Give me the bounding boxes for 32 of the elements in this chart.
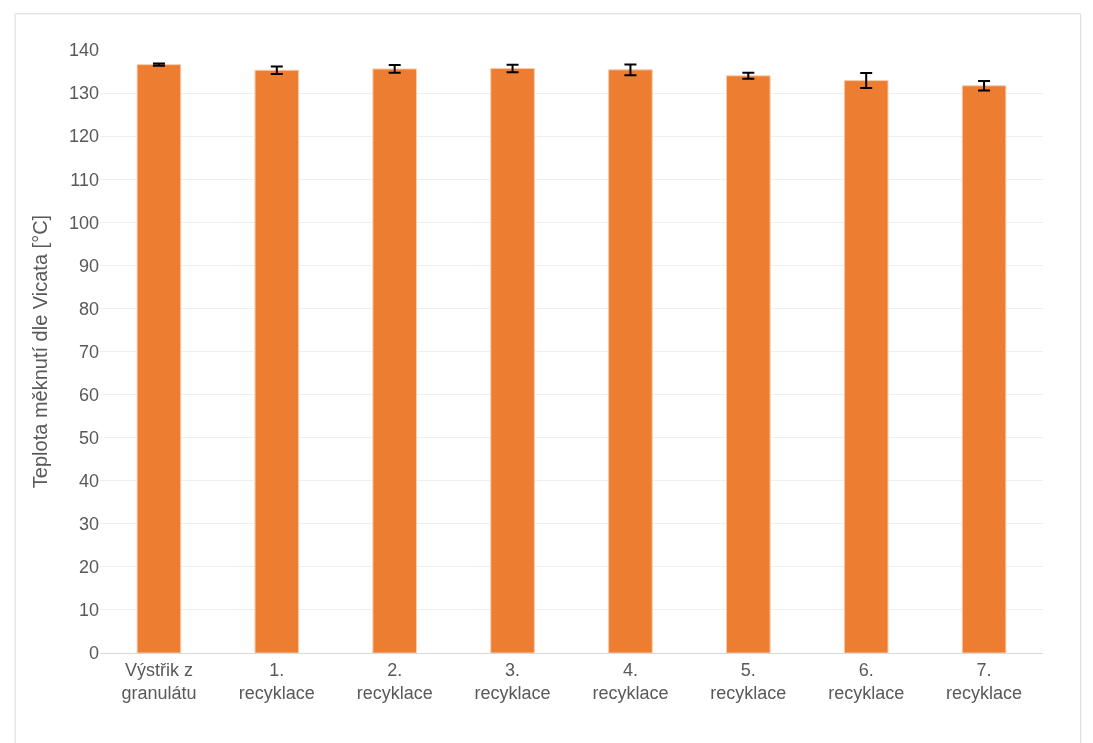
y-tick-label: 0 <box>88 643 99 664</box>
y-tick-label: 90 <box>78 255 99 276</box>
y-tick-label: 70 <box>78 341 99 362</box>
y-tick-label: 140 <box>68 40 99 61</box>
y-tick-label: 50 <box>78 427 99 448</box>
x-tick-label: 6. recyklace <box>828 659 905 703</box>
bar <box>961 85 1007 653</box>
x-tick-label: 2. recyklace <box>356 659 433 703</box>
x-tick-label: 3. recyklace <box>474 659 551 703</box>
y-axis-title: Teplota měknutí dle Vicata [°C] <box>29 214 52 489</box>
y-tick-label: 130 <box>68 83 99 104</box>
bar <box>490 68 535 653</box>
x-tick-label: Výstřik z granulátu <box>121 659 197 703</box>
y-tick-label: 80 <box>78 298 99 319</box>
y-tick-label: 100 <box>68 212 99 233</box>
y-tick-label: 120 <box>68 126 99 147</box>
x-tick-label: 5. recyklace <box>710 659 787 703</box>
bar <box>136 64 182 653</box>
y-tick-label: 30 <box>78 514 99 535</box>
y-tick-label: 10 <box>78 600 99 621</box>
x-tick-label: 4. recyklace <box>592 659 669 703</box>
bar <box>843 80 889 653</box>
bar <box>254 69 300 653</box>
y-tick-label: 20 <box>78 557 99 578</box>
y-tick-label: 110 <box>70 169 99 190</box>
x-tick-label: 7. recyklace <box>946 659 1023 703</box>
bar <box>372 68 417 653</box>
y-tick-label: 40 <box>78 471 99 492</box>
y-tick-label: 60 <box>78 384 99 405</box>
bar <box>726 75 771 653</box>
bar <box>608 69 653 653</box>
x-tick-label: 1. recyklace <box>238 659 315 703</box>
